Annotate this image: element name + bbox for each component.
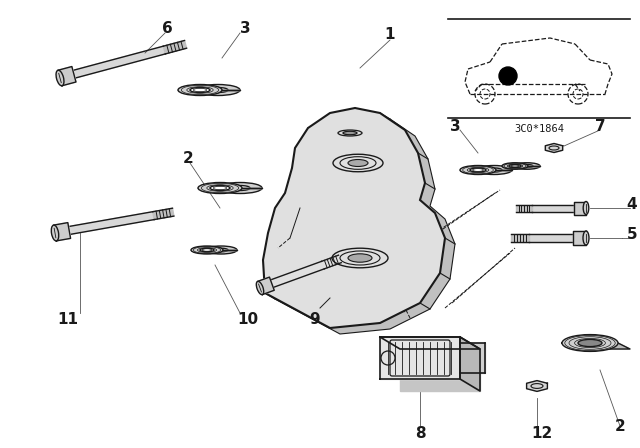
- Polygon shape: [163, 40, 187, 54]
- Ellipse shape: [191, 246, 223, 254]
- Text: 3: 3: [450, 119, 460, 134]
- Ellipse shape: [178, 85, 222, 95]
- Text: 8: 8: [415, 426, 426, 440]
- Ellipse shape: [230, 185, 250, 190]
- Text: 2: 2: [182, 151, 193, 165]
- Ellipse shape: [214, 248, 228, 252]
- Ellipse shape: [196, 85, 240, 95]
- Ellipse shape: [218, 182, 262, 194]
- Ellipse shape: [509, 164, 521, 168]
- Polygon shape: [58, 67, 76, 86]
- Text: 11: 11: [58, 313, 79, 327]
- Polygon shape: [153, 208, 174, 220]
- Polygon shape: [562, 343, 630, 349]
- Ellipse shape: [583, 202, 589, 215]
- Ellipse shape: [348, 159, 368, 167]
- Text: 2: 2: [614, 418, 625, 434]
- Ellipse shape: [208, 87, 228, 92]
- Ellipse shape: [514, 163, 540, 169]
- Polygon shape: [460, 343, 485, 373]
- Text: 6: 6: [162, 21, 172, 35]
- Polygon shape: [529, 234, 572, 242]
- Ellipse shape: [460, 165, 496, 175]
- Polygon shape: [380, 337, 460, 379]
- Polygon shape: [545, 143, 563, 152]
- Polygon shape: [70, 212, 154, 234]
- Polygon shape: [273, 114, 455, 334]
- Ellipse shape: [521, 164, 533, 168]
- Text: 1: 1: [385, 26, 396, 42]
- Ellipse shape: [205, 246, 237, 254]
- Text: 3C0*1864: 3C0*1864: [514, 124, 564, 134]
- Ellipse shape: [583, 231, 589, 245]
- Text: 7: 7: [595, 119, 605, 134]
- Ellipse shape: [476, 165, 512, 175]
- Polygon shape: [527, 381, 547, 392]
- Ellipse shape: [486, 168, 502, 172]
- Ellipse shape: [198, 182, 242, 194]
- Text: 4: 4: [627, 197, 637, 211]
- Ellipse shape: [51, 225, 59, 241]
- Polygon shape: [380, 337, 480, 349]
- Polygon shape: [511, 234, 529, 242]
- Text: 12: 12: [531, 426, 552, 440]
- Ellipse shape: [210, 185, 230, 190]
- Polygon shape: [574, 202, 586, 215]
- Polygon shape: [258, 277, 274, 295]
- Text: 3: 3: [240, 21, 250, 35]
- Polygon shape: [54, 223, 70, 241]
- Polygon shape: [263, 108, 445, 328]
- Polygon shape: [532, 204, 573, 211]
- Polygon shape: [516, 204, 532, 211]
- Ellipse shape: [200, 248, 214, 252]
- Text: 10: 10: [237, 313, 259, 327]
- Ellipse shape: [256, 281, 264, 295]
- Ellipse shape: [348, 254, 372, 262]
- Text: 9: 9: [310, 313, 320, 327]
- Polygon shape: [460, 337, 480, 391]
- Ellipse shape: [562, 335, 618, 351]
- Ellipse shape: [502, 163, 528, 169]
- Polygon shape: [321, 255, 341, 269]
- Text: 5: 5: [627, 227, 637, 241]
- Circle shape: [499, 67, 517, 85]
- Ellipse shape: [343, 131, 357, 135]
- Ellipse shape: [470, 168, 486, 172]
- Polygon shape: [74, 46, 165, 78]
- Polygon shape: [272, 261, 324, 287]
- Ellipse shape: [578, 340, 602, 347]
- Ellipse shape: [56, 70, 64, 86]
- Polygon shape: [573, 231, 586, 245]
- Ellipse shape: [190, 87, 210, 92]
- Polygon shape: [400, 349, 480, 391]
